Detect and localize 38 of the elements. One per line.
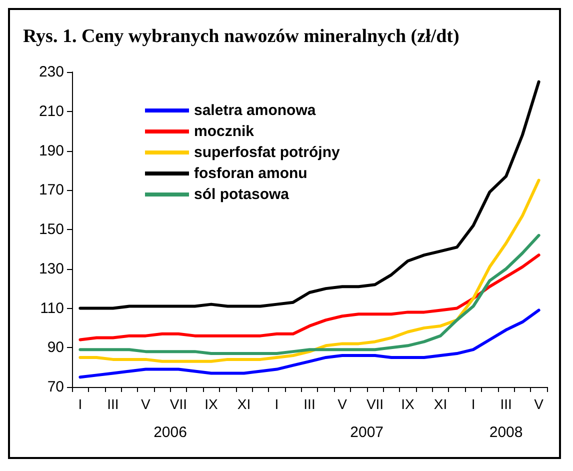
x-tick-label: III — [304, 396, 316, 412]
x-tick-label: V — [534, 396, 544, 412]
line-series — [78, 254, 540, 342]
x-tick-label: I — [471, 396, 476, 412]
text: 2007 — [350, 424, 384, 441]
x-tick-label: VII — [170, 396, 188, 412]
legend-label: sól potasowa — [194, 186, 290, 203]
y-tick-label: 210 — [38, 102, 64, 120]
x-tick-label: VII — [366, 396, 384, 412]
line-series — [78, 178, 540, 363]
legend-label: mocznik — [194, 123, 255, 140]
line-series — [78, 308, 540, 379]
line-series — [78, 234, 540, 356]
text: 2008 — [489, 424, 523, 441]
y-tick-label: 110 — [40, 300, 64, 317]
x-tick-label: I — [274, 396, 279, 412]
y-tick-label: 190 — [38, 142, 64, 160]
y-tick-label: 130 — [38, 260, 64, 278]
chart-title: Rys. 1. Ceny wybranych nawozów mineralnych (zł/dt) — [23, 26, 460, 47]
y-tick-label: 170 — [38, 182, 64, 199]
legend-label: fosforan amonu — [194, 165, 308, 182]
x-tick-label: XI — [434, 396, 448, 412]
y-tick-label: 90 — [47, 339, 64, 356]
line-series — [78, 80, 540, 310]
y-tick-label: 150 — [38, 221, 64, 238]
x-tick-label: IX — [204, 396, 218, 412]
x-tick-label: IX — [401, 396, 416, 412]
y-tick-label: 70 — [47, 378, 64, 396]
legend-label: saletra amonowa — [194, 102, 316, 119]
y-tick-label: 230 — [38, 64, 64, 80]
x-tick-label: III — [107, 396, 119, 412]
text: 2006 — [154, 424, 187, 441]
x-tick-label: XI — [237, 396, 251, 412]
legend-label: superfosfat potrójny — [194, 144, 340, 161]
x-tick-label: V — [338, 396, 348, 412]
x-tick-label: V — [141, 396, 152, 412]
x-tick-label: I — [78, 396, 82, 412]
x-tick-label: III — [500, 396, 512, 412]
